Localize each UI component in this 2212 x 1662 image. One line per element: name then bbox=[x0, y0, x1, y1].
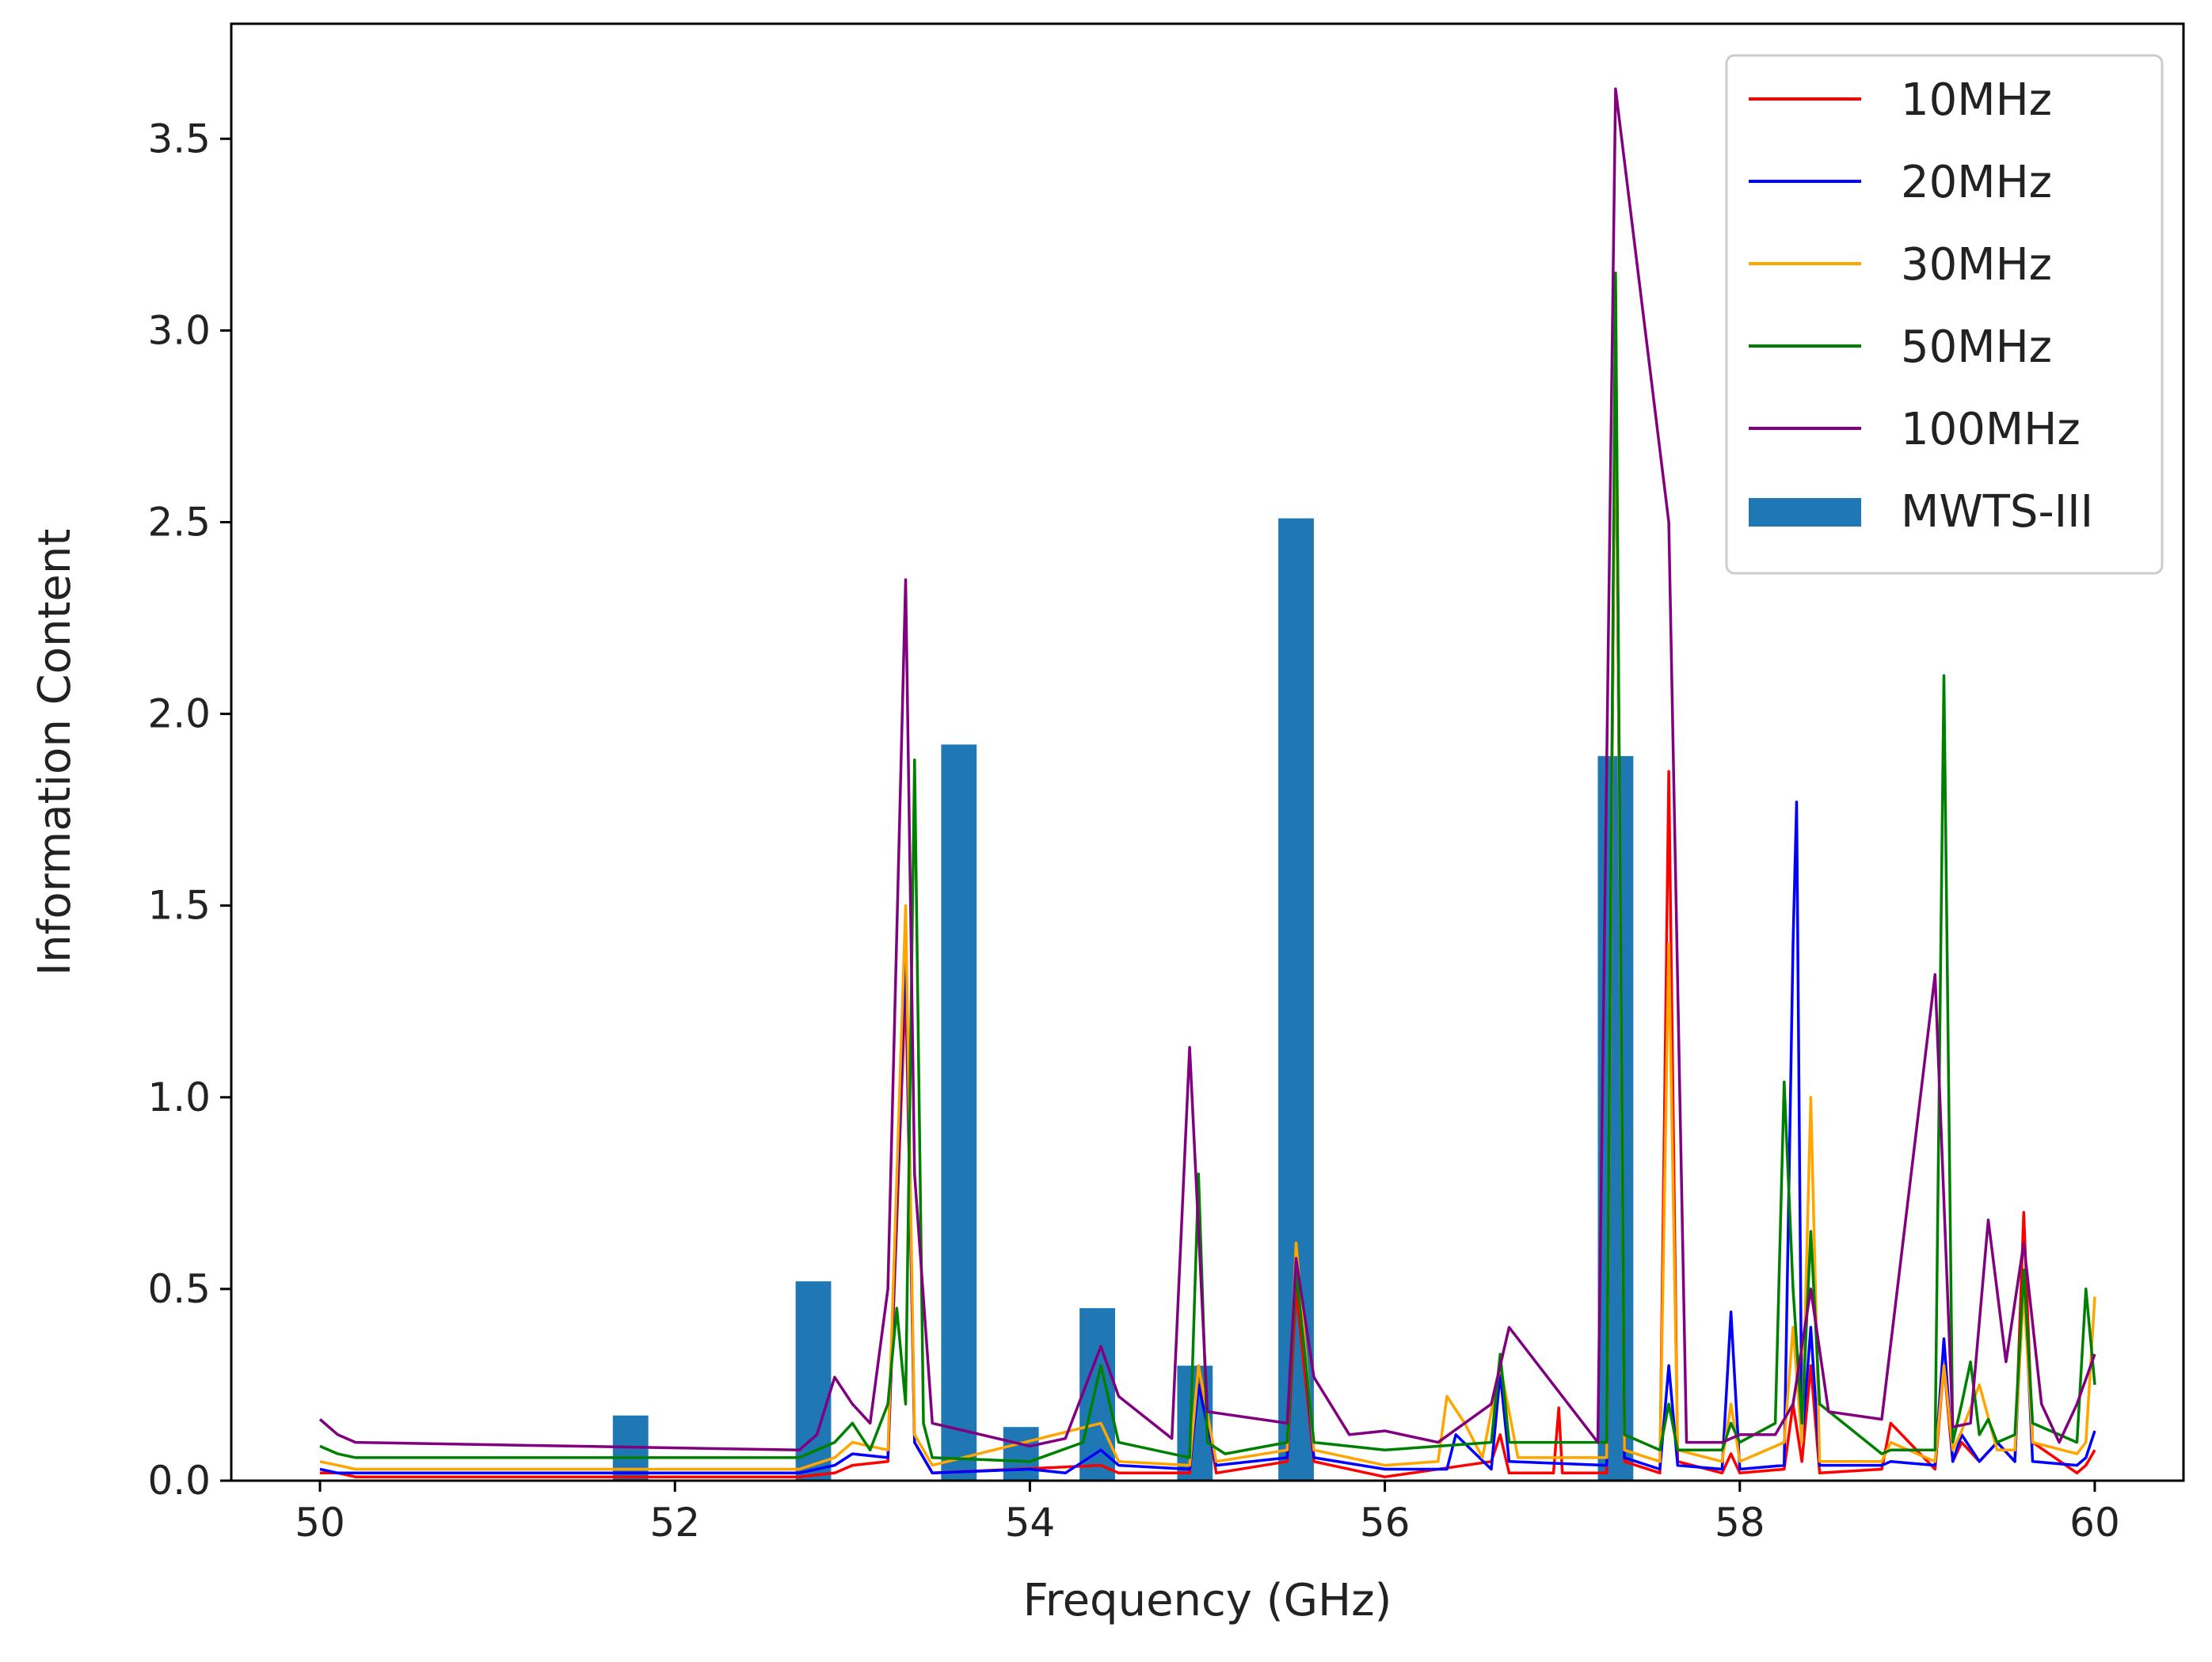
y-axis-label: Information Content bbox=[29, 529, 81, 976]
legend-swatch-mwts-iii bbox=[1749, 498, 1861, 527]
legend-label: 100MHz bbox=[1901, 404, 2081, 455]
y-tick-label: 3.0 bbox=[147, 307, 211, 353]
legend-label: 20MHz bbox=[1901, 157, 2052, 208]
y-tick-label: 3.5 bbox=[147, 116, 211, 162]
y-tick-label: 1.0 bbox=[147, 1074, 211, 1120]
x-axis-label: Frequency (GHz) bbox=[1023, 1575, 1392, 1626]
y-tick-label: 0.0 bbox=[147, 1458, 211, 1504]
legend-label: 50MHz bbox=[1901, 321, 2052, 373]
y-tick-label: 0.5 bbox=[147, 1266, 211, 1312]
plot-frame bbox=[230, 22, 2185, 1482]
bar-mwts-iii bbox=[1597, 755, 1634, 1481]
lines-layer bbox=[318, 87, 2096, 1478]
bar-mwts-iii bbox=[1278, 518, 1314, 1481]
y-tick-label: 2.0 bbox=[147, 691, 211, 737]
series-line-100mhz bbox=[318, 87, 2096, 1452]
y-tick-label: 1.5 bbox=[147, 883, 211, 929]
x-tick-label: 56 bbox=[1360, 1500, 1411, 1546]
bar-mwts-iii bbox=[941, 744, 977, 1481]
x-tick-label: 60 bbox=[2069, 1500, 2120, 1546]
axes-layer: 50 52 54 56 58 60 0.0 0.5 1.0 1.5 2.0 2.5 3.0 3.5 Freq… bbox=[29, 22, 2185, 1626]
legend-label: 30MHz bbox=[1901, 239, 2052, 291]
x-tick-label: 50 bbox=[295, 1500, 345, 1546]
y-tick-label: 2.5 bbox=[147, 499, 211, 545]
x-tick-label: 52 bbox=[649, 1500, 700, 1546]
bar-mwts-iii bbox=[1079, 1308, 1115, 1481]
bars-layer bbox=[612, 518, 1634, 1481]
bar-mwts-iii bbox=[1003, 1427, 1039, 1481]
legend-label: 10MHz bbox=[1901, 74, 2052, 126]
legend: 10MHz 20MHz 30MHz 50MHz 100MHz MWTS-III bbox=[1725, 54, 2164, 575]
legend-box bbox=[1725, 54, 2164, 575]
legend-label: MWTS-III bbox=[1901, 486, 2093, 538]
x-tick-label: 58 bbox=[1715, 1500, 1765, 1546]
x-tick-label: 54 bbox=[1005, 1500, 1056, 1546]
